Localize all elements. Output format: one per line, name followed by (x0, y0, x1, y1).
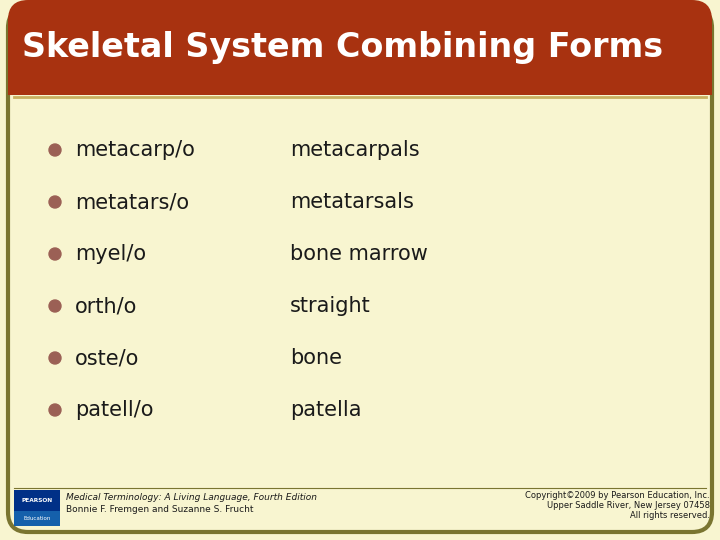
Text: metacarpals: metacarpals (290, 140, 420, 160)
Text: straight: straight (290, 296, 371, 316)
Bar (14, 511, 60, 526)
Circle shape (49, 300, 61, 312)
Text: oste/o: oste/o (75, 348, 140, 368)
Text: Upper Saddle River, New Jersey 07458: Upper Saddle River, New Jersey 07458 (547, 502, 710, 510)
Text: myel/o: myel/o (75, 244, 146, 264)
Text: bone marrow: bone marrow (290, 244, 428, 264)
Text: All rights reserved.: All rights reserved. (630, 511, 710, 521)
Text: bone: bone (290, 348, 342, 368)
Circle shape (49, 404, 61, 416)
Text: Bonnie F. Fremgen and Suzanne S. Frucht: Bonnie F. Fremgen and Suzanne S. Frucht (66, 505, 253, 515)
FancyBboxPatch shape (8, 8, 712, 532)
Text: patell/o: patell/o (75, 400, 153, 420)
Circle shape (49, 196, 61, 208)
Circle shape (49, 144, 61, 156)
Text: Medical Terminology: A Living Language, Fourth Edition: Medical Terminology: A Living Language, … (66, 492, 317, 502)
Text: metatarsals: metatarsals (290, 192, 414, 212)
Text: PEARSON: PEARSON (22, 497, 53, 503)
Bar (14, 490, 60, 512)
Text: patella: patella (290, 400, 361, 420)
Text: metacarp/o: metacarp/o (75, 140, 195, 160)
Circle shape (49, 248, 61, 260)
Text: Skeletal System Combining Forms: Skeletal System Combining Forms (22, 31, 663, 64)
Text: metatars/o: metatars/o (75, 192, 189, 212)
Circle shape (49, 352, 61, 364)
Text: orth/o: orth/o (75, 296, 138, 316)
Bar (8, 75, 712, 95)
Text: Copyright©2009 by Pearson Education, Inc.: Copyright©2009 by Pearson Education, Inc… (526, 491, 710, 501)
Text: Education: Education (23, 516, 50, 522)
FancyBboxPatch shape (8, 0, 712, 95)
